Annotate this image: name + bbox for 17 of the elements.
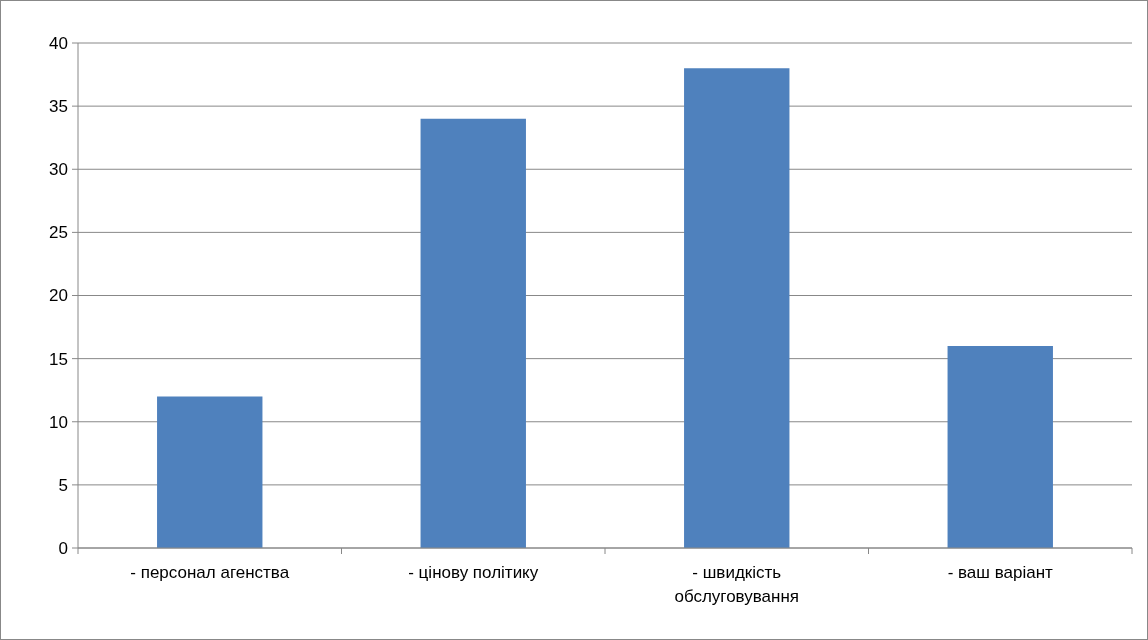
x-tick-label: - швидкість обслуговування	[674, 563, 800, 606]
y-tick-label: 0	[58, 538, 68, 558]
y-tick-label: 5	[58, 475, 68, 495]
x-tick-label: - ваш варіант	[947, 563, 1054, 582]
bar	[947, 346, 1053, 548]
y-tick-label: 35	[49, 97, 68, 117]
y-tick-label: 40	[49, 33, 68, 53]
y-tick-label: 20	[49, 286, 68, 306]
bar	[684, 68, 790, 548]
bar	[420, 118, 526, 548]
y-tick-label: 10	[49, 412, 68, 432]
bar	[157, 396, 263, 548]
y-tick-label: 15	[49, 349, 68, 369]
y-tick-label: 30	[49, 160, 68, 180]
x-tick-label: - цінову політику	[408, 563, 539, 582]
x-tick-label: - персонал агенства	[130, 563, 290, 582]
y-tick-label: 25	[49, 223, 68, 243]
